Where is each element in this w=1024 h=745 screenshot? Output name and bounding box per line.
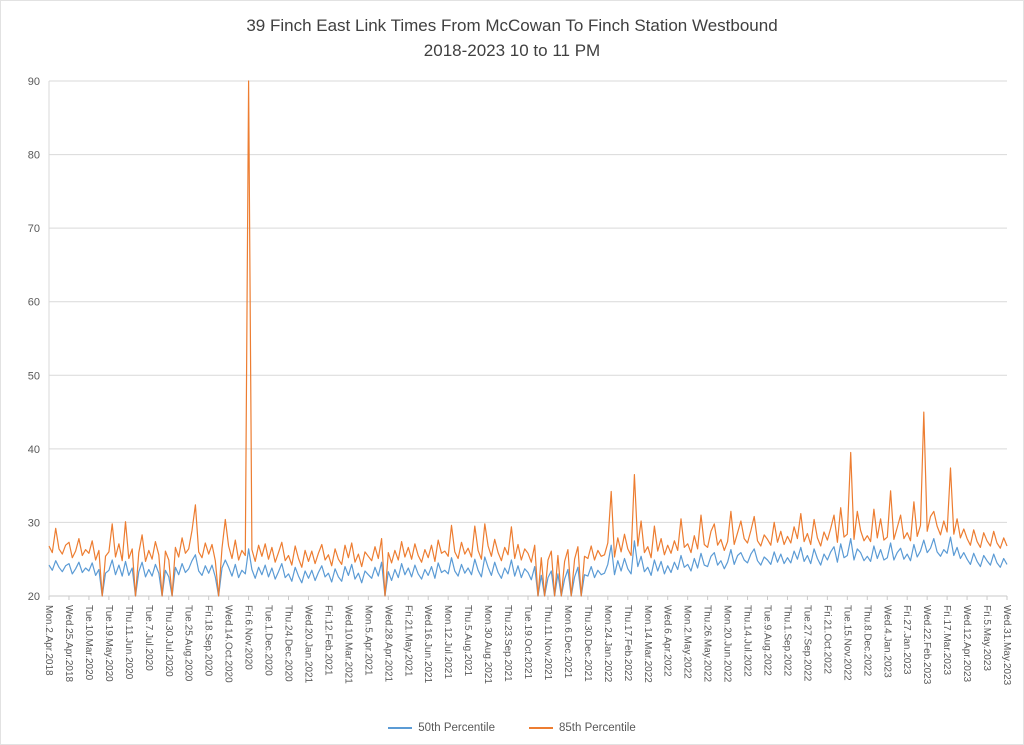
svg-text:Tue.15.Nov.2022: Tue.15.Nov.2022	[841, 605, 852, 681]
chart-title-line2: 2018-2023 10 to 11 PM	[423, 41, 601, 60]
legend-line-swatch-blue	[388, 726, 413, 730]
svg-text:90: 90	[28, 76, 40, 88]
svg-text:Tue.9.Aug.2022: Tue.9.Aug.2022	[762, 605, 773, 676]
svg-text:Tue.1.Dec.2020: Tue.1.Dec.2020	[263, 605, 274, 676]
svg-text:Thu.30.Jul.2020: Thu.30.Jul.2020	[163, 605, 174, 677]
svg-text:Wed.25.Apr.2018: Wed.25.Apr.2018	[63, 605, 74, 683]
svg-text:Wed.16.Jun.2021: Wed.16.Jun.2021	[422, 605, 433, 684]
chart-legend: 50th Percentile 85th Percentile	[1, 722, 1023, 734]
svg-text:Tue.19.Oct.2021: Tue.19.Oct.2021	[522, 605, 533, 680]
svg-text:Fri.17.Mar.2023: Fri.17.Mar.2023	[941, 605, 952, 675]
svg-text:Mon.14.Mar.2022: Mon.14.Mar.2022	[642, 605, 653, 683]
legend-line-swatch-orange	[529, 726, 553, 730]
svg-text:Thu.5.Aug.2021: Thu.5.Aug.2021	[462, 605, 473, 677]
svg-text:80: 80	[28, 150, 40, 162]
svg-text:Mon.30.Aug.2021: Mon.30.Aug.2021	[482, 605, 493, 684]
chart-title: 39 Finch East Link Times From McCowan To…	[1, 13, 1023, 63]
svg-text:30: 30	[28, 517, 40, 529]
svg-text:Thu.11.Nov.2021: Thu.11.Nov.2021	[542, 605, 553, 681]
svg-text:Tue.7.Jul.2020: Tue.7.Jul.2020	[143, 605, 154, 671]
svg-text:Mon.2.May.2022: Mon.2.May.2022	[682, 605, 693, 679]
svg-text:Fri.21.Oct.2022: Fri.21.Oct.2022	[821, 605, 832, 674]
svg-text:50: 50	[28, 370, 40, 382]
svg-text:Thu.24.Dec.2020: Thu.24.Dec.2020	[283, 605, 294, 682]
svg-text:Fri.18.Sep.2020: Fri.18.Sep.2020	[203, 605, 214, 677]
svg-text:Wed.20.Jan.2021: Wed.20.Jan.2021	[302, 605, 313, 684]
svg-text:Tue.25.Aug.2020: Tue.25.Aug.2020	[183, 605, 194, 682]
svg-text:Fri.21.May.2021: Fri.21.May.2021	[402, 605, 413, 677]
svg-text:Thu.11.Jun.2020: Thu.11.Jun.2020	[123, 605, 134, 680]
svg-text:Wed.12.Apr.2023: Wed.12.Apr.2023	[961, 605, 972, 683]
legend-label-50th: 50th Percentile	[418, 722, 495, 734]
legend-item-85th-percentile: 85th Percentile	[529, 722, 636, 734]
svg-text:Wed.4.Jan.2023: Wed.4.Jan.2023	[881, 605, 892, 678]
svg-text:Wed.14.Oct.2020: Wed.14.Oct.2020	[223, 605, 234, 683]
svg-text:Wed.6.Apr.2022: Wed.6.Apr.2022	[662, 605, 673, 677]
svg-text:40: 40	[28, 444, 40, 456]
svg-text:Wed.31.May.2023: Wed.31.May.2023	[1001, 605, 1012, 686]
svg-text:Tue.19.May.2020: Tue.19.May.2020	[103, 605, 114, 682]
svg-text:Mon.6.Dec.2021: Mon.6.Dec.2021	[562, 605, 573, 679]
svg-text:Thu.14.Jul.2022: Thu.14.Jul.2022	[742, 605, 753, 677]
svg-text:Mon.24.Jan.2022: Mon.24.Jan.2022	[602, 605, 613, 683]
svg-text:Wed.28.Apr.2021: Wed.28.Apr.2021	[382, 605, 393, 683]
svg-text:Thu.17.Feb.2022: Thu.17.Feb.2022	[622, 605, 633, 682]
svg-text:20: 20	[28, 591, 40, 603]
legend-item-50th-percentile: 50th Percentile	[388, 722, 495, 734]
svg-text:Mon.20.Jun.2022: Mon.20.Jun.2022	[722, 605, 733, 683]
svg-text:Fri.12.Feb.2021: Fri.12.Feb.2021	[322, 605, 333, 676]
svg-text:Wed.22.Feb.2023: Wed.22.Feb.2023	[921, 605, 932, 685]
svg-text:Wed.10.Mar.2021: Wed.10.Mar.2021	[342, 605, 353, 684]
svg-text:Thu.23.Sep.2021: Thu.23.Sep.2021	[502, 605, 513, 682]
svg-text:Fri.6.Nov.2020: Fri.6.Nov.2020	[243, 605, 254, 670]
svg-text:Thu.8.Dec.2022: Thu.8.Dec.2022	[861, 605, 872, 677]
svg-text:Fri.27.Jan.2023: Fri.27.Jan.2023	[901, 605, 912, 675]
svg-text:Thu.26.May.2022: Thu.26.May.2022	[702, 605, 713, 683]
svg-text:70: 70	[28, 223, 40, 235]
chart-title-line1: 39 Finch East Link Times From McCowan To…	[246, 16, 778, 35]
svg-text:Fri.5.May.2023: Fri.5.May.2023	[981, 605, 992, 671]
svg-text:60: 60	[28, 297, 40, 309]
svg-text:Mon.2.Apr.2018: Mon.2.Apr.2018	[43, 605, 54, 676]
svg-text:Tue.27.Sep.2022: Tue.27.Sep.2022	[801, 605, 812, 682]
svg-text:Thu.1.Sep.2022: Thu.1.Sep.2022	[781, 605, 792, 677]
svg-text:Mon.12.Jul.2021: Mon.12.Jul.2021	[442, 605, 453, 679]
legend-label-85th: 85th Percentile	[559, 722, 636, 734]
svg-text:Tue.10.Mar.2020: Tue.10.Mar.2020	[83, 605, 94, 681]
svg-text:Thu.30.Dec.2021: Thu.30.Dec.2021	[582, 605, 593, 682]
svg-text:Mon.5.Apr.2021: Mon.5.Apr.2021	[362, 605, 373, 676]
